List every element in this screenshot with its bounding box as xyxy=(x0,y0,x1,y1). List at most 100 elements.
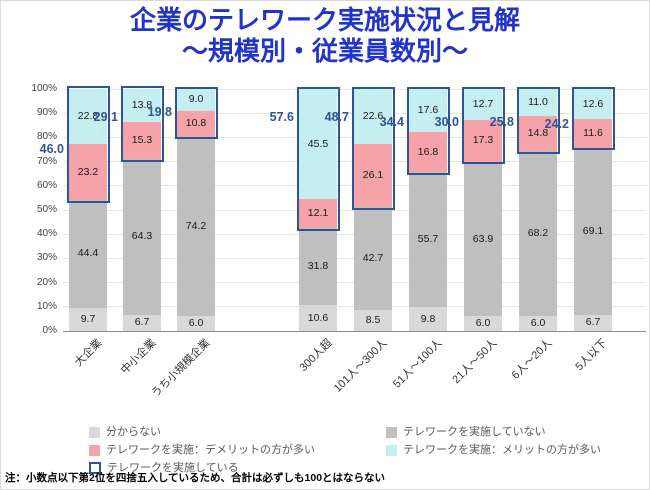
segment-value-label: 9.8 xyxy=(420,312,436,325)
bar-segment xyxy=(574,89,612,120)
segment-value-label: 74.2 xyxy=(185,220,207,233)
implementing-outline-box xyxy=(571,86,615,151)
segment-value-label: 45.5 xyxy=(307,137,329,150)
gridline xyxy=(63,88,646,90)
legend-item: テレワークを実施：デメリットの方が多い xyxy=(89,443,315,457)
segment-value-label: 11.6 xyxy=(583,127,603,140)
y-axis-tick-label: 30% xyxy=(36,252,57,264)
bar-segment xyxy=(69,200,107,308)
title-line-1: 企業のテレワーク実施状況と見解 xyxy=(129,5,520,35)
bar-segment xyxy=(409,307,447,331)
segment-value-label: 17.3 xyxy=(472,134,494,147)
gridline xyxy=(63,330,646,332)
callout-value: 19.8 xyxy=(147,105,172,120)
bar-segment xyxy=(574,314,612,331)
y-axis-tick-label: 20% xyxy=(36,276,57,288)
segment-value-label: 63.9 xyxy=(472,232,494,245)
bar-segment xyxy=(299,89,337,200)
implementing-outline-box xyxy=(406,86,450,175)
legend-swatch xyxy=(89,444,100,456)
bar-segment xyxy=(177,136,215,317)
bar-segment xyxy=(354,89,392,144)
bar-segment xyxy=(464,316,502,331)
bar-segment xyxy=(354,143,392,208)
callout-value: 25.8 xyxy=(489,114,514,129)
title-line-2: ～規模別・従業員数別～ xyxy=(181,36,468,66)
implementing-outline-box xyxy=(66,86,110,203)
bar-segment xyxy=(123,314,161,331)
legend-swatch xyxy=(89,462,101,474)
segment-value-label: 17.6 xyxy=(417,104,439,117)
segment-value-label: 31.8 xyxy=(307,260,329,273)
segment-value-label: 55.7 xyxy=(417,233,439,246)
implementing-outline-box xyxy=(120,86,164,162)
bar-segment xyxy=(519,115,557,152)
y-axis-tick-label: 60% xyxy=(36,179,57,191)
bar-segment xyxy=(519,89,557,116)
segment-value-label: 12.6 xyxy=(582,97,604,110)
bar-segment xyxy=(409,89,447,132)
y-axis-tick-label: 40% xyxy=(36,228,57,240)
bar-segment xyxy=(299,199,337,229)
bar-segment xyxy=(69,307,107,331)
callout-value: 46.0 xyxy=(39,141,64,156)
segment-value-label: 10.8 xyxy=(185,117,207,130)
callout-value: 30.0 xyxy=(434,114,459,129)
segment-value-label: 26.1 xyxy=(362,169,384,181)
segment-value-label: 23.2 xyxy=(77,165,99,178)
segment-value-label: 12.7 xyxy=(472,98,494,111)
bar-segment xyxy=(69,88,107,144)
y-axis-tick-label: 100% xyxy=(31,83,57,94)
bar-segment xyxy=(177,89,215,111)
bar-segment xyxy=(574,119,612,148)
segment-value-label: 10.6 xyxy=(307,311,329,324)
footnote: 注：小数点以下第2位を四捨五入しているため、合計は必ずしも100とはならない xyxy=(5,472,386,484)
segment-value-label: 68.2 xyxy=(527,227,549,240)
y-axis-tick-label: 0% xyxy=(42,325,57,336)
callout-value: 29.1 xyxy=(93,110,118,125)
segment-value-label: 6.0 xyxy=(530,317,546,330)
legend-swatch xyxy=(386,444,397,456)
bar-segment xyxy=(464,89,502,120)
segment-value-label: 9.7 xyxy=(80,312,96,325)
callout-value: 57.6 xyxy=(269,110,294,125)
segment-value-label: 11.0 xyxy=(528,95,548,108)
bar-segment xyxy=(123,122,161,160)
y-axis-tick-label: 10% xyxy=(36,300,57,312)
segment-value-label: 69.1 xyxy=(582,224,604,237)
bar-segment xyxy=(464,161,502,317)
implementing-outline-box xyxy=(516,86,560,154)
implementing-outline-box xyxy=(351,86,395,210)
bar-segment xyxy=(123,159,161,315)
segment-value-label: 8.5 xyxy=(365,314,381,327)
segment-value-label: 22.8 xyxy=(77,109,99,122)
callout-value: 24.2 xyxy=(544,117,569,132)
bar-segment xyxy=(574,147,612,315)
segment-value-label: 14.8 xyxy=(527,127,549,140)
segment-value-label: 13.8 xyxy=(131,98,153,111)
segment-value-label: 6.7 xyxy=(134,316,150,329)
bar-segment xyxy=(519,316,557,331)
legend-item: テレワークを実施している xyxy=(89,461,239,475)
segment-value-label: 12.1 xyxy=(307,207,329,220)
legend-item: テレワークを実施していない xyxy=(386,425,546,439)
bar-segment xyxy=(519,151,557,317)
y-axis-tick-label: 70% xyxy=(36,155,57,167)
y-axis-tick-label: 80% xyxy=(36,131,57,143)
segment-value-label: 6.0 xyxy=(188,317,204,330)
segment-value-label: 6.0 xyxy=(475,317,491,330)
bar-segment xyxy=(177,110,215,137)
bar-segment xyxy=(123,88,161,123)
legend-label: テレワークを実施している xyxy=(107,462,239,474)
legend-label: テレワークを実施：デメリットの方が多い xyxy=(106,444,315,456)
segment-value-label: 6.7 xyxy=(585,316,601,329)
bar-segment xyxy=(354,310,392,331)
segment-value-label: 64.3 xyxy=(131,230,153,243)
legend-label: 分からない xyxy=(106,426,161,438)
bar-segment xyxy=(299,228,337,306)
bar-segment xyxy=(69,143,107,201)
category-label: 101人～300人 xyxy=(331,337,390,395)
segment-value-label: 44.4 xyxy=(77,247,99,260)
legend-label: テレワークを実施：メリットの方が多い xyxy=(403,444,601,456)
implementing-outline-box xyxy=(461,86,505,165)
